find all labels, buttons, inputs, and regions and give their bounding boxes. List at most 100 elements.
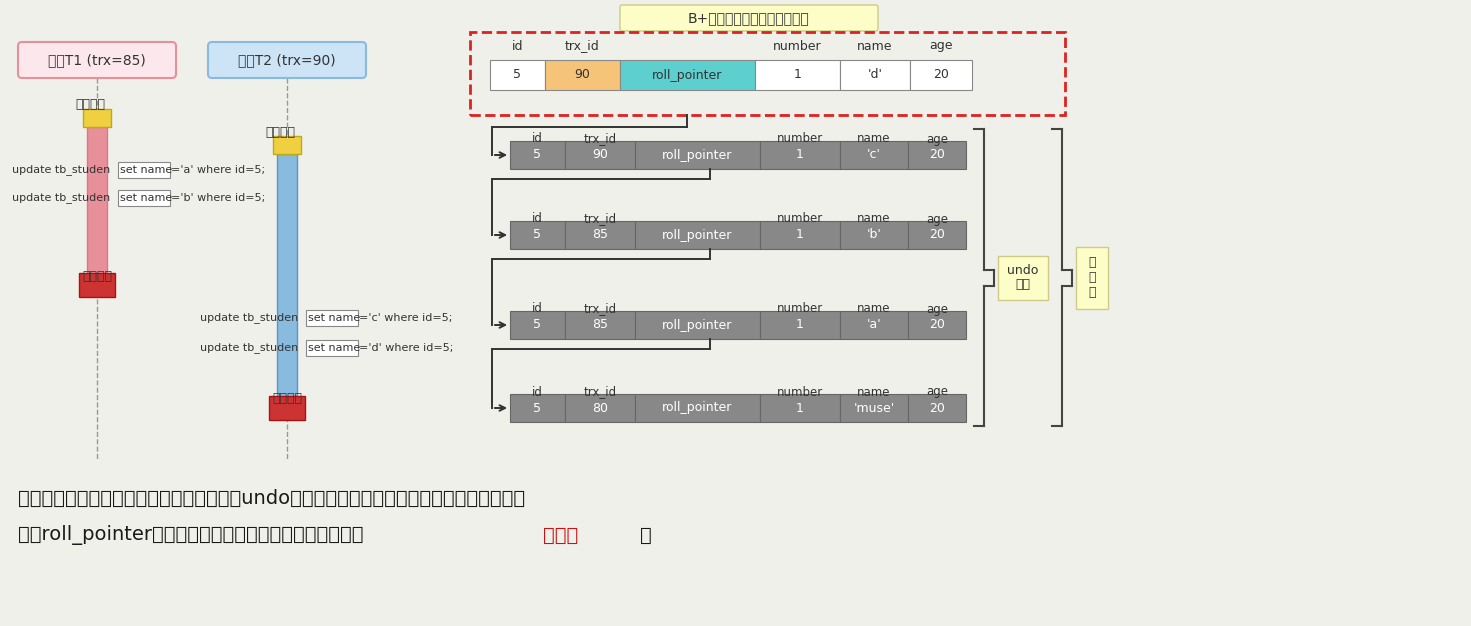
Bar: [565, 221, 635, 249]
Text: 'c': 'c': [866, 148, 881, 162]
Bar: [118, 190, 171, 206]
Bar: [306, 340, 357, 356]
Bar: [1075, 247, 1108, 309]
Text: name: name: [858, 302, 891, 316]
Text: 'muse': 'muse': [853, 401, 894, 414]
Bar: [908, 394, 966, 422]
Text: 会被roll_pointer属性连接成一条链表，这个链表就称之为: 会被roll_pointer属性连接成一条链表，这个链表就称之为: [18, 525, 363, 545]
Text: 'd': 'd': [868, 68, 883, 81]
Bar: [565, 141, 635, 169]
Text: 20: 20: [930, 228, 944, 242]
Text: 5: 5: [534, 401, 541, 414]
Text: set name: set name: [121, 165, 172, 175]
Bar: [840, 60, 911, 90]
Text: 版
本
链: 版 本 链: [1089, 256, 1096, 299]
Bar: [510, 141, 565, 169]
Text: 20: 20: [930, 401, 944, 414]
Text: name: name: [858, 386, 891, 399]
Text: 5: 5: [534, 148, 541, 162]
Text: 90: 90: [575, 68, 590, 81]
Text: set name: set name: [121, 193, 172, 203]
Text: ='d' where id=5;: ='d' where id=5;: [359, 343, 453, 353]
Text: set name: set name: [307, 313, 360, 323]
Text: name: name: [858, 133, 891, 145]
Text: 1: 1: [796, 401, 805, 414]
Bar: [635, 221, 761, 249]
Bar: [840, 394, 908, 422]
Text: undo
日志: undo 日志: [1008, 264, 1039, 292]
Text: update tb_studen: update tb_studen: [12, 193, 110, 203]
Text: 1: 1: [796, 319, 805, 332]
Text: trx_id: trx_id: [584, 133, 616, 145]
Text: 开启事务: 开启事务: [75, 98, 104, 111]
Bar: [908, 311, 966, 339]
Text: ='c' where id=5;: ='c' where id=5;: [359, 313, 453, 323]
Text: number: number: [777, 386, 824, 399]
Bar: [510, 221, 565, 249]
Bar: [87, 127, 107, 295]
Bar: [565, 394, 635, 422]
Text: 'a': 'a': [866, 319, 881, 332]
Bar: [840, 311, 908, 339]
Text: roll_pointer: roll_pointer: [662, 228, 733, 242]
Text: update tb_studen: update tb_studen: [200, 342, 299, 354]
Bar: [911, 60, 972, 90]
Bar: [510, 311, 565, 339]
Text: 20: 20: [930, 148, 944, 162]
Text: trx_id: trx_id: [584, 302, 616, 316]
Bar: [635, 141, 761, 169]
Text: roll_pointer: roll_pointer: [652, 68, 722, 81]
Text: 'b': 'b': [866, 228, 881, 242]
Text: age: age: [927, 302, 947, 316]
Text: 开启事务: 开启事务: [265, 125, 296, 138]
Text: number: number: [777, 212, 824, 225]
Text: 5: 5: [534, 228, 541, 242]
FancyBboxPatch shape: [18, 42, 177, 78]
Text: name: name: [858, 39, 893, 53]
Text: 20: 20: [933, 68, 949, 81]
Text: 5: 5: [513, 68, 522, 81]
Text: 5: 5: [534, 319, 541, 332]
Bar: [82, 109, 110, 127]
Bar: [761, 221, 840, 249]
Text: 。: 。: [640, 525, 652, 545]
FancyBboxPatch shape: [619, 5, 878, 31]
Text: 在每次更新该记录后，都会将旧值放到一条undo日志中。随着更新次数的增多，所有的版本都: 在每次更新该记录后，都会将旧值放到一条undo日志中。随着更新次数的增多，所有的…: [18, 488, 525, 508]
Text: id: id: [533, 302, 543, 316]
Text: 提交事务: 提交事务: [82, 270, 112, 284]
Bar: [118, 162, 171, 178]
FancyBboxPatch shape: [207, 42, 366, 78]
Text: set name: set name: [307, 343, 360, 353]
Text: id: id: [533, 386, 543, 399]
Text: 事务T1 (trx=85): 事务T1 (trx=85): [49, 53, 146, 67]
Bar: [471, 32, 1065, 115]
Bar: [840, 141, 908, 169]
Bar: [908, 221, 966, 249]
Text: number: number: [774, 39, 822, 53]
Bar: [840, 221, 908, 249]
Text: 提交事务: 提交事务: [272, 391, 302, 404]
Bar: [544, 60, 619, 90]
Text: 85: 85: [591, 228, 608, 242]
Text: id: id: [512, 39, 524, 53]
Text: age: age: [927, 133, 947, 145]
Bar: [565, 311, 635, 339]
Text: trx_id: trx_id: [584, 386, 616, 399]
Text: update tb_studen: update tb_studen: [200, 312, 299, 324]
Bar: [635, 311, 761, 339]
Text: id: id: [533, 212, 543, 225]
Text: trx_id: trx_id: [565, 39, 600, 53]
Text: 版本链: 版本链: [543, 525, 578, 545]
Text: 20: 20: [930, 319, 944, 332]
Bar: [997, 255, 1047, 299]
Bar: [761, 311, 840, 339]
Text: 事务T2 (trx=90): 事务T2 (trx=90): [238, 53, 335, 67]
Bar: [277, 154, 297, 418]
Text: age: age: [927, 386, 947, 399]
Text: 90: 90: [591, 148, 608, 162]
Text: ='a' where id=5;: ='a' where id=5;: [171, 165, 265, 175]
Text: 85: 85: [591, 319, 608, 332]
Bar: [269, 396, 304, 420]
Bar: [306, 310, 357, 326]
Text: 80: 80: [591, 401, 608, 414]
